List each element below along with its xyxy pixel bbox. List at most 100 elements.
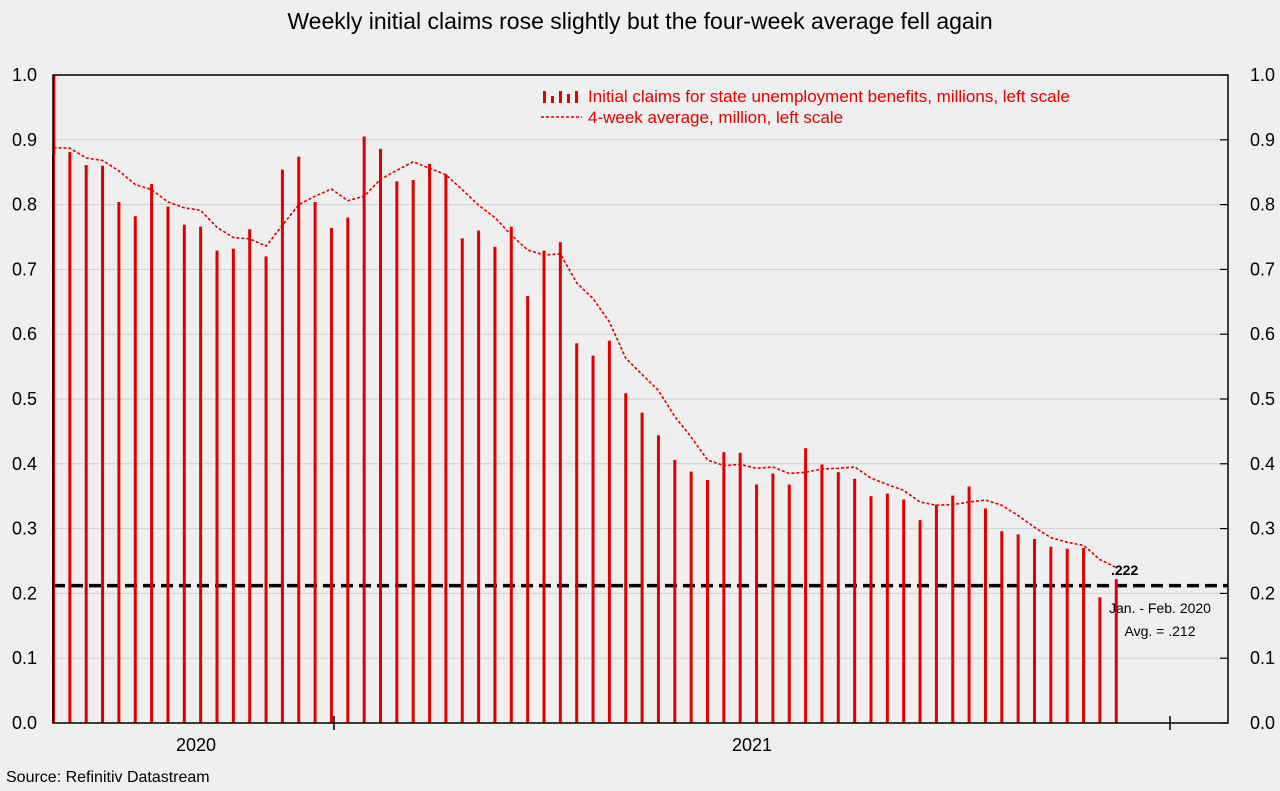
bar [607,340,611,723]
y-tick-label-left: 0.3 [12,519,37,539]
bar [951,495,955,723]
bar [787,484,791,723]
reference-label-line2: Avg. = .212 [1125,623,1196,639]
bar [395,181,399,724]
bar [280,169,284,723]
bar [477,230,481,723]
bar [1098,597,1102,723]
y-tick-label-right: 0.3 [1250,519,1275,539]
bar [493,246,497,723]
y-tick-label-right: 0.8 [1250,195,1275,215]
y-tick-label-right: 0.7 [1250,259,1275,279]
chart-title: Weekly initial claims rose slightly but … [287,8,992,34]
bar [460,238,464,723]
bar [967,486,971,723]
bar [836,472,840,723]
bar [166,206,170,723]
y-tick-label-left: 0.9 [12,130,37,150]
bar [902,499,906,723]
y-tick-label-right: 1.0 [1250,65,1275,85]
bar [428,163,432,723]
bar [1016,534,1020,723]
y-tick-label-left: 0.2 [12,583,37,603]
bar [1000,531,1004,723]
bar [706,480,709,723]
bar [820,464,824,723]
y-tick-label-left: 0.4 [12,454,37,474]
y-tick-label-right: 0.4 [1250,454,1275,474]
bar [624,393,628,723]
average-line-group [53,146,1117,569]
left-axis-ticks: 0.0 0.1 0.2 0.3 0.4 0.5 0.6 0.7 0.8 0.9 1.0 [12,65,37,733]
y-tick-label-right: 0.2 [1250,583,1275,603]
bar [133,216,137,723]
bar [640,412,644,723]
y-tick-label-left: 0.1 [12,648,37,668]
bar-series [52,75,1118,724]
bar [722,452,726,723]
legend-label-bars: Initial claims for state unemployment be… [588,87,1070,106]
bar [182,224,186,724]
y-tick-label-left: 0.6 [12,324,37,344]
bar [1049,546,1053,723]
bar [542,250,546,723]
bar [248,229,252,723]
y-tick-label-left: 0.0 [12,713,37,733]
legend-label-average: 4-week average, million, left scale [588,108,843,127]
bar [853,478,857,723]
bar [689,471,693,723]
bar [101,165,105,724]
bar [444,174,448,724]
bar [591,355,595,723]
plot-frame [52,74,1229,724]
x-year-label-2021: 2021 [732,735,772,755]
bar [755,484,759,723]
bar [509,226,513,723]
bar [1065,548,1069,723]
bar-spike-segment [53,75,56,156]
bar [869,496,873,723]
y-tick-label-right: 0.5 [1250,389,1275,409]
bar [656,435,660,723]
x-year-label-2020: 2020 [176,735,216,755]
bar [738,452,742,723]
bar [84,165,88,723]
right-axis-ticks: 0.0 0.1 0.2 0.3 0.4 0.5 0.6 0.7 0.8 0.9 1.0 [1220,65,1275,733]
bar [150,183,154,723]
bar [346,217,350,723]
bar [379,148,382,723]
bar [1114,579,1118,723]
bar [117,202,121,723]
y-tick-label-left: 0.7 [12,259,37,279]
bar [804,448,808,723]
last-value-label: .222 [1111,562,1138,578]
bar [934,504,938,723]
bar [231,248,235,723]
y-tick-label-right: 0.9 [1250,130,1275,150]
bar [329,227,333,724]
source-note: Source: Refinitiv Datastream [6,769,210,786]
legend: Initial claims for state unemployment be… [541,87,1070,127]
bar [411,179,415,723]
bar [771,473,775,723]
bar [199,226,203,723]
bar [558,242,562,723]
y-tick-label-left: 0.8 [12,195,37,215]
bar [264,256,268,723]
bar [1033,538,1036,723]
y-tick-label-right: 0.6 [1250,324,1275,344]
bar [918,520,922,723]
bar [673,459,677,723]
bar [68,152,72,723]
bar [885,493,889,723]
bar [313,202,317,723]
bar [215,250,219,723]
reference-label-line1: Jan. - Feb. 2020 [1109,600,1211,616]
y-tick-label-left: 1.0 [12,65,37,85]
y-tick-label-right: 0.0 [1250,713,1275,733]
bar [297,156,301,723]
bar [575,343,579,723]
bar [526,295,530,723]
y-tick-label-left: 0.5 [12,389,37,409]
